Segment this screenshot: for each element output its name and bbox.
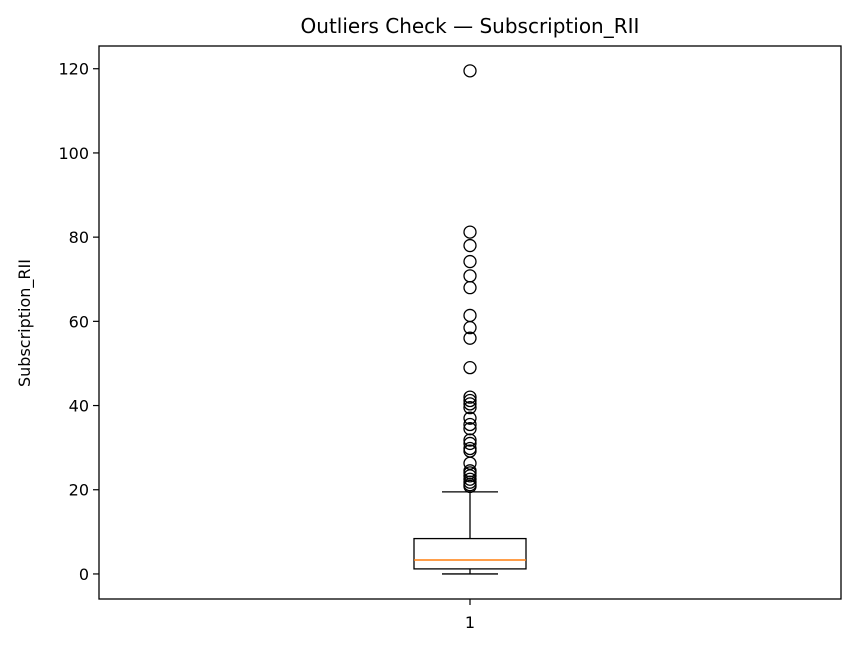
outlier-point <box>463 469 477 483</box>
x-tick-label: 1 <box>465 613 475 632</box>
outlier-point <box>463 417 477 432</box>
y-axis-label: Subscription_RII <box>15 259 35 387</box>
y-tick-label: 120 <box>58 60 89 79</box>
outlier-point <box>463 472 477 486</box>
y-tick-label: 0 <box>79 565 89 584</box>
outlier-point <box>463 361 477 375</box>
plot-area <box>413 64 527 575</box>
outlier-point <box>463 225 477 239</box>
box-iqr <box>413 537 527 570</box>
outlier-point <box>463 479 477 494</box>
outlier-point <box>463 321 477 335</box>
outlier-point <box>463 238 477 253</box>
y-axis-ticks: 0 20 40 60 80 100 120 <box>58 60 99 584</box>
outlier-point <box>463 254 477 269</box>
outlier-point <box>463 433 477 447</box>
y-tick-label: 80 <box>69 228 89 247</box>
axes-frame <box>98 45 842 600</box>
outlier-point <box>463 64 477 78</box>
y-tick-label: 60 <box>69 312 89 331</box>
outlier-point <box>463 390 477 404</box>
outlier-point <box>463 397 477 411</box>
outlier-point <box>463 269 477 283</box>
y-tick-label: 40 <box>69 397 89 416</box>
outlier-point <box>463 400 477 415</box>
outlier-point <box>463 331 477 345</box>
outlier-point <box>463 308 477 323</box>
outlier-point <box>463 393 477 408</box>
outlier-point <box>463 281 477 295</box>
y-tick-label: 100 <box>58 144 89 163</box>
x-axis-ticks: 1 <box>465 599 475 632</box>
outlier-point <box>463 411 477 425</box>
y-tick-label: 20 <box>69 481 89 500</box>
outlier-point <box>463 444 477 458</box>
chart-title: Outliers Check — Subscription_RII <box>301 14 640 38</box>
outlier-point <box>463 436 477 451</box>
